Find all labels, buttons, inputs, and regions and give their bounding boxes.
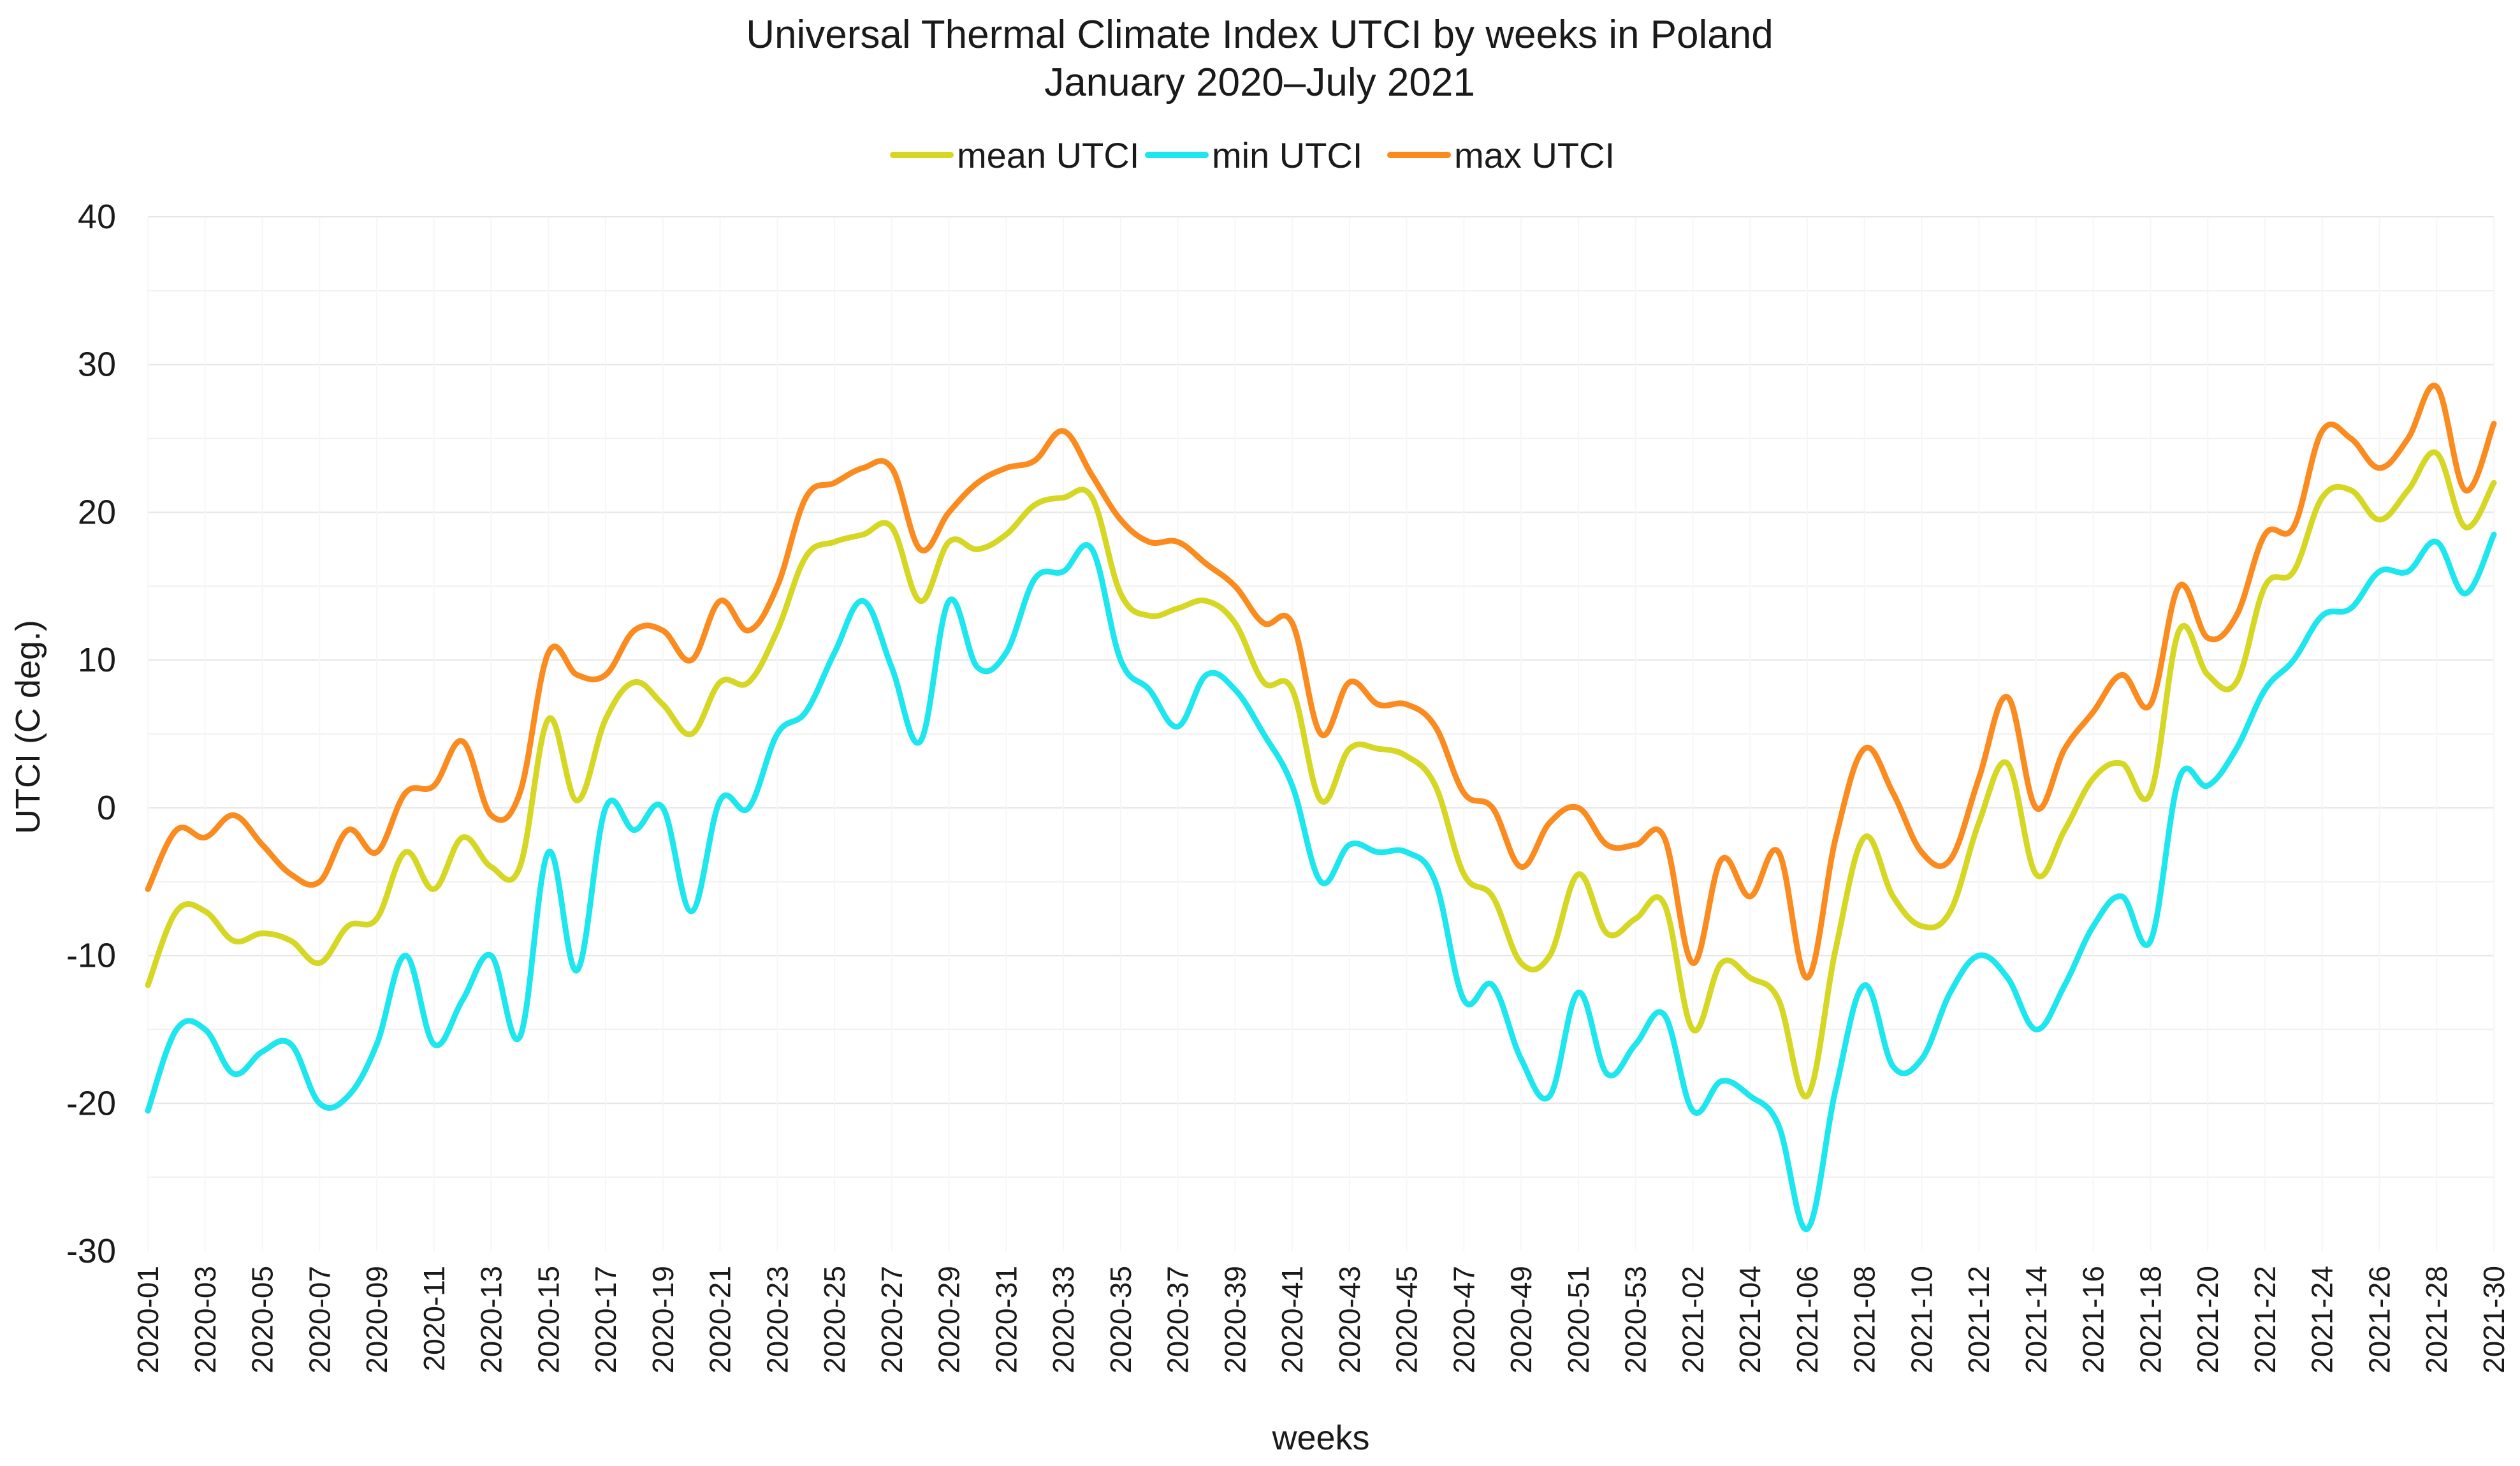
x-tick-label: 2021-16 bbox=[2077, 1266, 2110, 1374]
x-tick-label: 2020-11 bbox=[418, 1266, 451, 1371]
legend: mean UTCI min UTCI max UTCI bbox=[890, 135, 1615, 175]
x-tick-label: 2020-17 bbox=[589, 1266, 622, 1374]
legend-label-max-utci: max UTCI bbox=[1454, 135, 1615, 175]
x-tick-label: 2020-35 bbox=[1104, 1266, 1137, 1374]
x-tick-label: 2020-47 bbox=[1447, 1266, 1480, 1374]
x-tick-label: 2021-12 bbox=[1962, 1266, 1995, 1374]
x-tick-label: 2020-29 bbox=[933, 1266, 966, 1374]
legend-label-min-utci: min UTCI bbox=[1212, 135, 1362, 175]
x-tick-label: 2021-14 bbox=[2020, 1266, 2053, 1374]
x-tick-label: 2020-53 bbox=[1619, 1266, 1652, 1374]
x-tick-label: 2020-13 bbox=[475, 1266, 508, 1374]
x-tick-label: 2021-08 bbox=[1848, 1266, 1881, 1374]
x-tick-label: 2020-03 bbox=[189, 1266, 222, 1374]
x-tick-label: 2021-22 bbox=[2248, 1266, 2282, 1374]
x-tick-label: 2021-28 bbox=[2420, 1266, 2453, 1374]
x-tick-label: 2020-01 bbox=[131, 1266, 164, 1374]
x-tick-label: 2021-06 bbox=[1791, 1266, 1824, 1374]
x-tick-label: 2020-07 bbox=[303, 1266, 336, 1374]
x-tick-label: 2020-05 bbox=[246, 1266, 279, 1374]
x-tick-label: 2020-09 bbox=[360, 1266, 393, 1374]
x-axis-ticks: 2020-01 2020-03 2020-05 2020-07 2020-09 2020-… bbox=[131, 1266, 2510, 1374]
x-tick-label: 2020-15 bbox=[532, 1266, 565, 1374]
x-tick-label: 2020-21 bbox=[704, 1266, 737, 1374]
x-tick-label: 2020-51 bbox=[1562, 1266, 1595, 1374]
x-tick-label: 2021-24 bbox=[2306, 1266, 2339, 1374]
x-tick-label: 2020-31 bbox=[989, 1266, 1023, 1374]
x-tick-label: 2021-04 bbox=[1733, 1266, 1766, 1374]
y-tick-label: 10 bbox=[78, 641, 116, 679]
y-axis-label: UTCI (C deg.) bbox=[9, 620, 47, 834]
x-axis-label: weeks bbox=[1271, 1419, 1369, 1457]
x-tick-label: 2020-45 bbox=[1390, 1266, 1424, 1374]
series-lines bbox=[145, 383, 2497, 1232]
series-line-min-utci bbox=[145, 531, 2497, 1232]
y-tick-label: 0 bbox=[97, 789, 116, 827]
legend-label-mean-utci: mean UTCI bbox=[957, 135, 1139, 175]
x-tick-label: 2020-41 bbox=[1276, 1266, 1309, 1374]
y-axis-ticks: 40 30 20 10 0 -10 -20 -30 bbox=[66, 198, 116, 1270]
x-tick-label: 2020-39 bbox=[1218, 1266, 1251, 1374]
x-tick-label: 2020-33 bbox=[1047, 1266, 1080, 1374]
x-tick-label: 2020-43 bbox=[1333, 1266, 1366, 1374]
x-tick-label: 2020-37 bbox=[1162, 1266, 1195, 1374]
series-line-mean-utci bbox=[145, 449, 2497, 1100]
y-tick-label: 40 bbox=[78, 198, 116, 236]
x-tick-label: 2021-18 bbox=[2134, 1266, 2167, 1374]
y-tick-label: 30 bbox=[78, 346, 116, 384]
x-tick-label: 2020-49 bbox=[1504, 1266, 1538, 1374]
x-tick-label: 2020-27 bbox=[875, 1266, 908, 1374]
x-tick-label: 2020-19 bbox=[646, 1266, 680, 1374]
x-tick-label: 2020-25 bbox=[818, 1266, 851, 1374]
chart-title: Universal Thermal Climate Index UTCI by … bbox=[746, 13, 1773, 57]
y-tick-label: -20 bbox=[66, 1084, 116, 1122]
x-tick-label: 2021-20 bbox=[2191, 1266, 2224, 1374]
x-tick-label: 2021-26 bbox=[2363, 1266, 2396, 1374]
y-tick-label: -30 bbox=[66, 1232, 116, 1270]
y-tick-label: -10 bbox=[66, 937, 116, 975]
series-line-max-utci bbox=[145, 383, 2497, 981]
x-tick-label: 2021-30 bbox=[2477, 1266, 2510, 1374]
x-tick-label: 2021-10 bbox=[1905, 1266, 1938, 1374]
x-tick-label: 2021-02 bbox=[1676, 1266, 1709, 1374]
x-tick-label: 2020-23 bbox=[761, 1266, 794, 1374]
y-tick-label: 20 bbox=[78, 493, 116, 531]
chart-subtitle: January 2020–July 2021 bbox=[1044, 61, 1475, 105]
